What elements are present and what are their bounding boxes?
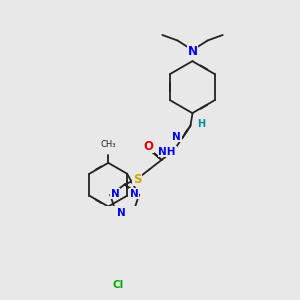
- Text: S: S: [133, 172, 141, 186]
- Text: N: N: [117, 208, 126, 218]
- Text: H: H: [197, 118, 205, 128]
- Text: NH: NH: [158, 147, 176, 157]
- Text: N: N: [111, 189, 119, 199]
- Text: N: N: [188, 45, 197, 58]
- Text: N: N: [130, 189, 139, 199]
- Text: CH₃: CH₃: [100, 140, 116, 149]
- Text: Cl: Cl: [113, 280, 124, 290]
- Text: N: N: [172, 131, 181, 142]
- Text: O: O: [143, 140, 153, 153]
